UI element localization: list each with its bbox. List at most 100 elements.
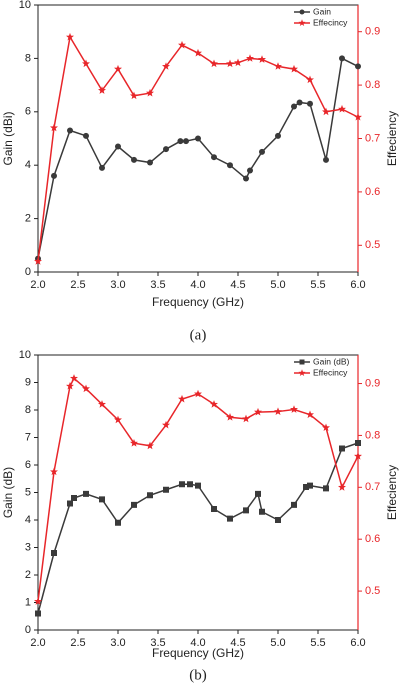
- y2-tick-label: 0.9: [365, 26, 380, 38]
- x-tick-label: 5.5: [310, 637, 325, 649]
- marker: [163, 486, 169, 493]
- x-tick-label: 4.0: [190, 637, 205, 649]
- marker: [51, 172, 57, 179]
- marker: [234, 58, 242, 67]
- y2-tick-label: 0.6: [365, 533, 380, 545]
- y-tick-label: 2: [25, 569, 31, 581]
- x-tick-label: 4.0: [190, 279, 205, 291]
- marker: [83, 132, 89, 139]
- marker: [195, 482, 201, 489]
- y2-tick-label: 0.9: [365, 377, 380, 389]
- marker: [194, 389, 202, 398]
- marker: [242, 414, 250, 423]
- marker: [163, 146, 169, 153]
- marker: [83, 490, 89, 497]
- caption: (a): [190, 327, 207, 343]
- caption: (b): [189, 667, 207, 683]
- y2-tick-label: 0.5: [365, 585, 380, 597]
- marker: [177, 138, 184, 145]
- marker: [67, 500, 73, 507]
- marker: [274, 62, 282, 70]
- marker: [147, 159, 153, 166]
- x-tick-label: 3.0: [110, 637, 125, 649]
- series-line: [37, 377, 359, 602]
- marker: [146, 88, 154, 97]
- marker: [354, 451, 362, 460]
- y-tick-label: 8: [25, 404, 31, 416]
- y-tick-label: 4: [25, 159, 31, 171]
- marker: [291, 501, 297, 508]
- marker: [66, 381, 74, 390]
- series-line: [37, 34, 359, 262]
- marker: [338, 104, 346, 113]
- marker: [179, 481, 185, 488]
- y2-tick-label: 0.7: [365, 481, 380, 493]
- marker: [227, 515, 233, 522]
- marker: [147, 492, 153, 499]
- marker: [258, 55, 266, 63]
- marker: [178, 394, 186, 403]
- y2-tick-label: 0.6: [365, 186, 380, 198]
- marker: [130, 439, 138, 447]
- marker: [227, 162, 233, 169]
- y-axis-label: Gain (dB): [1, 467, 15, 518]
- marker: [323, 485, 329, 492]
- y-tick-label: 0: [25, 266, 31, 278]
- x-tick-label: 2.5: [70, 637, 85, 649]
- marker: [307, 100, 313, 107]
- marker: [303, 484, 309, 490]
- y2-tick-label: 0.5: [365, 239, 380, 251]
- marker: [35, 610, 41, 617]
- marker: [354, 112, 362, 121]
- x-tick-label: 3.5: [150, 279, 165, 291]
- marker: [114, 64, 122, 73]
- legend-marker: [299, 9, 305, 15]
- marker: [211, 506, 217, 512]
- y-tick-label: 8: [25, 52, 31, 64]
- marker: [194, 48, 202, 57]
- marker: [162, 420, 170, 429]
- marker: [82, 59, 90, 68]
- x-tick-label: 6.0: [350, 637, 365, 649]
- legend-label: Gain (dB): [313, 356, 350, 366]
- x-tick-label: 6.0: [350, 279, 365, 291]
- marker: [323, 156, 329, 163]
- y-tick-label: 6: [25, 106, 31, 118]
- marker: [131, 501, 137, 508]
- marker: [98, 400, 106, 408]
- x-tick-label: 5.0: [270, 279, 285, 291]
- marker: [259, 508, 265, 515]
- marker: [291, 103, 297, 110]
- y2-tick-label: 0.8: [365, 429, 380, 441]
- y-tick-label: 2: [25, 213, 31, 225]
- marker: [275, 517, 281, 523]
- marker: [210, 400, 218, 408]
- marker: [66, 32, 74, 41]
- marker: [355, 63, 361, 70]
- x-tick-label: 4.5: [230, 279, 245, 291]
- marker: [131, 156, 137, 163]
- x-tick-label: 2.5: [70, 279, 85, 291]
- marker: [51, 550, 57, 556]
- marker: [275, 132, 281, 139]
- marker: [34, 597, 42, 605]
- marker: [339, 445, 345, 452]
- marker: [130, 91, 138, 100]
- marker: [290, 64, 298, 73]
- x-tick-label: 3.0: [110, 279, 125, 291]
- y2-axis-label: Effeciency: [385, 111, 399, 166]
- marker: [115, 143, 121, 150]
- y-tick-label: 0: [25, 624, 31, 636]
- marker: [187, 481, 193, 488]
- legend-label: Effecincy: [313, 367, 348, 377]
- marker: [243, 507, 249, 514]
- y-tick-label: 10: [19, 349, 31, 361]
- marker: [338, 483, 346, 491]
- marker: [183, 138, 189, 145]
- marker: [70, 374, 78, 382]
- marker: [82, 384, 90, 393]
- x-tick-label: 5.0: [270, 637, 285, 649]
- x-tick-label: 3.5: [150, 637, 165, 649]
- y-axis-label: Gain (dBi): [1, 111, 15, 165]
